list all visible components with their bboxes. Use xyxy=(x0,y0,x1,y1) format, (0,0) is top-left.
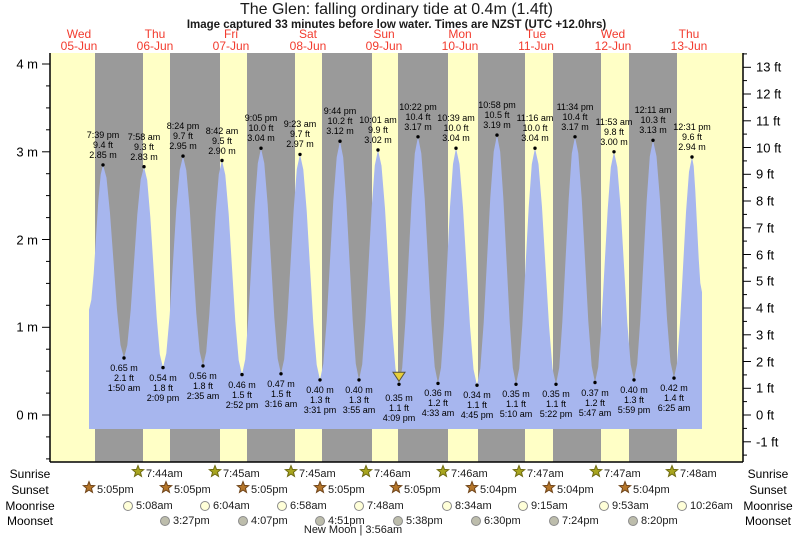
tide-extreme-dot xyxy=(357,378,361,382)
tide-extreme-dot xyxy=(279,372,283,376)
tide-extreme-dot xyxy=(101,163,105,167)
current-time-marker xyxy=(392,371,406,383)
tide-extreme-dot xyxy=(122,356,126,360)
tide-extreme-dot xyxy=(672,376,676,380)
tide-extreme-dot xyxy=(240,372,244,377)
tide-extreme-dot xyxy=(612,150,616,154)
tide-extreme-dot xyxy=(533,146,537,150)
tide-extreme-dot xyxy=(376,148,380,152)
tide-extreme-dot xyxy=(554,382,558,386)
tide-extreme-dot xyxy=(573,135,577,139)
tide-extreme-dot xyxy=(416,135,420,139)
tide-extreme-dot xyxy=(142,165,146,169)
tide-extreme-dot xyxy=(495,133,499,137)
tide-extreme-dot xyxy=(298,152,302,157)
tide-extreme-dot xyxy=(436,381,440,386)
tide-extreme-dot xyxy=(318,378,322,382)
tide-extreme-dot xyxy=(161,365,165,370)
tide-extreme-dot xyxy=(201,364,205,368)
tide-extreme-dot xyxy=(475,383,479,387)
page-title: The Glen: falling ordinary tide at 0.4m … xyxy=(239,1,554,18)
tide-extreme-dot xyxy=(181,154,185,158)
tide-extreme-dot xyxy=(632,378,636,382)
capture-note: Image captured 33 minutes before low wat… xyxy=(186,19,607,31)
tide-extreme-dot xyxy=(651,138,655,142)
tide-extreme-dot xyxy=(338,139,342,143)
tide-extreme-dot xyxy=(259,146,263,150)
tide-extreme-dot xyxy=(514,382,518,386)
tide-extreme-dot xyxy=(454,146,458,150)
tide-area xyxy=(89,135,702,429)
tide-extreme-dot xyxy=(220,158,224,163)
tide-extreme-dot xyxy=(397,382,401,386)
tide-extreme-dot xyxy=(593,380,597,385)
tide-extreme-dot xyxy=(690,155,694,159)
